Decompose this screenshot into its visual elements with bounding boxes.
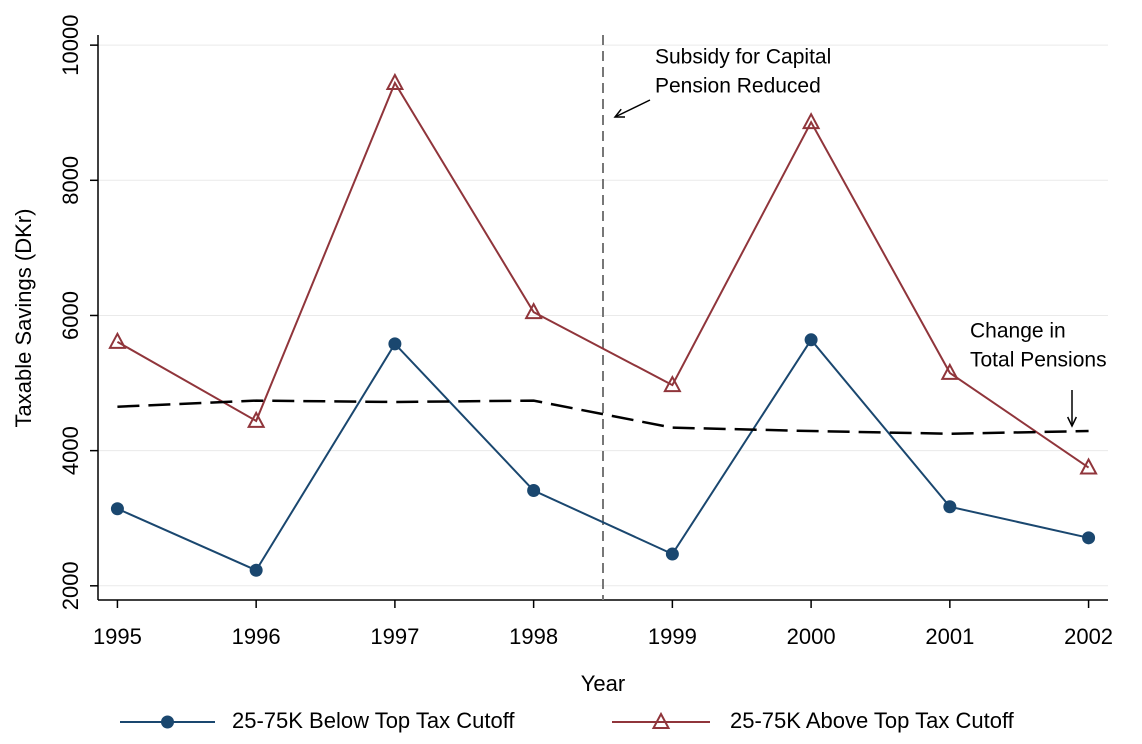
- marker: [108, 331, 127, 349]
- annotation: Change in: [970, 320, 1066, 343]
- marker: [665, 547, 679, 561]
- x-tick-label: 1996: [232, 624, 281, 649]
- y-tick-label: 2000: [58, 561, 83, 610]
- marker: [1079, 457, 1098, 475]
- annotation: Pension Reduced: [655, 75, 821, 98]
- marker: [249, 563, 263, 577]
- annotation-arrow: [614, 99, 651, 118]
- x-axis-label: Year: [581, 671, 625, 696]
- marker: [663, 374, 682, 393]
- annotation: Subsidy for Capital: [655, 46, 831, 69]
- series-line: [117, 338, 1089, 572]
- arrow-head: [613, 108, 626, 118]
- marker: [388, 337, 402, 351]
- legend-label: 25-75K Below Top Tax Cutoff: [232, 708, 515, 733]
- x-tick-label: 1999: [648, 624, 697, 649]
- x-tick-label: 2002: [1064, 624, 1113, 649]
- marker: [527, 484, 541, 498]
- x-tick-label: 2000: [787, 624, 836, 649]
- marker: [651, 711, 671, 729]
- marker: [524, 301, 543, 320]
- marker: [804, 333, 818, 347]
- y-tick-label: 4000: [58, 426, 83, 475]
- legend-label: 25-75K Above Top Tax Cutoff: [730, 708, 1015, 733]
- x-tick-label: 1995: [93, 624, 142, 649]
- marker: [161, 715, 174, 729]
- y-axis-label: Taxable Savings (DKr): [11, 209, 36, 428]
- marker: [943, 500, 957, 514]
- annotation: Total Pensions: [970, 349, 1107, 372]
- arrow-head: [1066, 416, 1078, 428]
- marker: [940, 362, 960, 380]
- y-tick-label: 6000: [58, 291, 83, 340]
- marker: [246, 410, 266, 428]
- x-tick-label: 1997: [370, 624, 419, 649]
- x-tick-label: 2001: [925, 624, 974, 649]
- y-tick-label: 10000: [58, 15, 83, 76]
- x-tick-label: 1998: [509, 624, 558, 649]
- marker: [1082, 531, 1096, 545]
- marker: [801, 112, 821, 130]
- y-tick-label: 8000: [58, 156, 83, 205]
- marker: [385, 72, 405, 90]
- series-line: [116, 80, 1090, 469]
- marker: [110, 502, 124, 516]
- series-line: [117, 399, 1089, 435]
